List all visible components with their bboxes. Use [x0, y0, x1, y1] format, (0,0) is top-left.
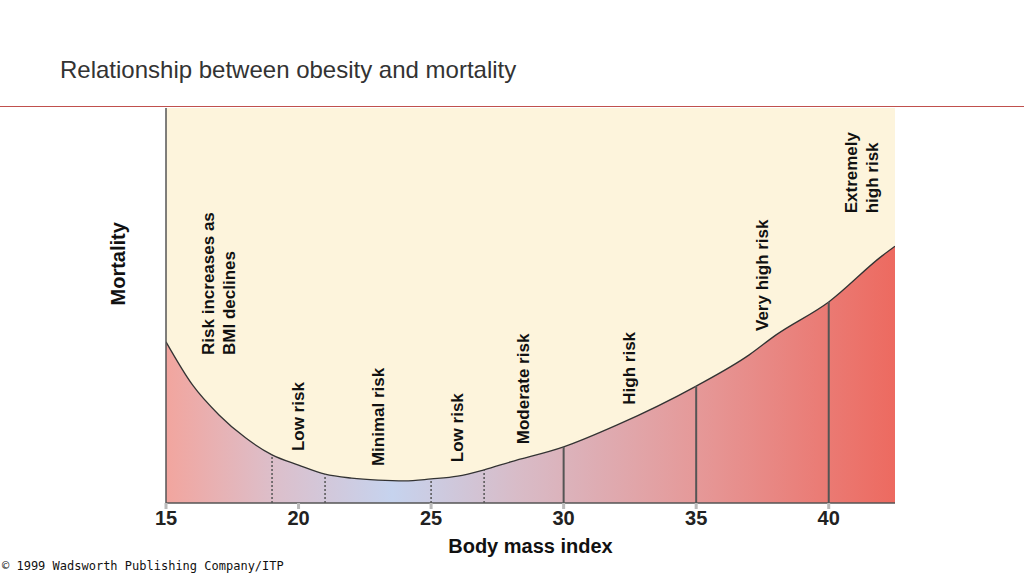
svg-text:25: 25: [420, 507, 442, 529]
svg-text:20: 20: [287, 507, 309, 529]
svg-text:30: 30: [553, 507, 575, 529]
svg-text:Body mass index: Body mass index: [448, 535, 613, 557]
html-text:© 1999 Wadsworth Publishing Co: © 1999 Wadsworth Publishing Company/ITP: [2, 559, 284, 573]
svg-text:Minimal risk: Minimal risk: [369, 367, 388, 466]
svg-text:40: 40: [818, 507, 840, 529]
html-text:Relationship between obesity a: Relationship between obesity and mortali…: [60, 56, 517, 83]
svg-text:BMI declines: BMI declines: [220, 251, 239, 355]
svg-text:Low risk: Low risk: [448, 393, 467, 463]
svg-text:Low risk: Low risk: [289, 382, 308, 452]
svg-text:High risk: High risk: [620, 331, 639, 404]
svg-text:15: 15: [155, 507, 177, 529]
svg-text:Risk increases as: Risk increases as: [199, 212, 218, 355]
svg-text:Moderate risk: Moderate risk: [514, 333, 533, 444]
svg-text:35: 35: [685, 507, 707, 529]
svg-text:Mortality: Mortality: [107, 221, 129, 305]
svg-text:Extremely: Extremely: [842, 131, 861, 213]
svg-text:high risk: high risk: [863, 142, 882, 213]
svg-text:Very high risk: Very high risk: [753, 219, 772, 331]
